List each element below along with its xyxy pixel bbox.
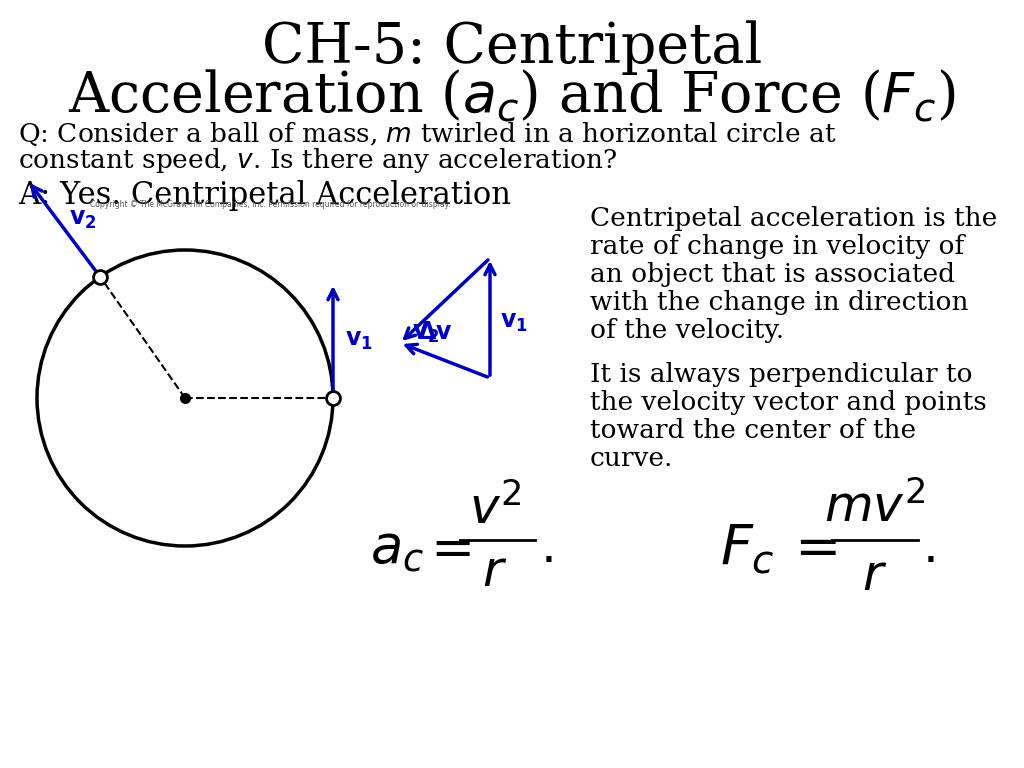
Text: $v^2$: $v^2$: [469, 485, 521, 535]
Text: $=$: $=$: [420, 522, 471, 574]
Text: CH-5: Centripetal: CH-5: Centripetal: [262, 20, 762, 74]
Text: with the change in direction: with the change in direction: [590, 290, 969, 315]
Text: $F_c$: $F_c$: [720, 521, 775, 575]
Text: $.$: $.$: [540, 523, 567, 573]
Text: A: Yes. Centripetal Acceleration: A: Yes. Centripetal Acceleration: [18, 180, 511, 211]
Text: constant speed, $v$. Is there any acceleration?: constant speed, $v$. Is there any accele…: [18, 146, 617, 175]
Text: It is always perpendicular to: It is always perpendicular to: [590, 362, 973, 387]
Text: $\mathbf{v_2}$: $\mathbf{v_2}$: [69, 208, 96, 231]
Text: Copyright © The McGraw-Hill Companies, Inc. Permission required for reproduction: Copyright © The McGraw-Hill Companies, I…: [90, 200, 451, 209]
Text: $a_c$: $a_c$: [370, 522, 424, 574]
Text: Centripetal acceleration is the: Centripetal acceleration is the: [590, 206, 997, 231]
Text: $r$: $r$: [862, 551, 888, 601]
Text: $.$: $.$: [922, 523, 949, 573]
Text: $\mathbf{\Delta v}$: $\mathbf{\Delta v}$: [417, 321, 453, 344]
Text: $\mathbf{v_2}$: $\mathbf{v_2}$: [413, 323, 440, 346]
Text: $\mathbf{v_1}$: $\mathbf{v_1}$: [345, 329, 373, 352]
Text: $r$: $r$: [482, 548, 508, 597]
Text: an object that is associated: an object that is associated: [590, 262, 955, 287]
Text: the velocity vector and points: the velocity vector and points: [590, 390, 987, 415]
Text: Acceleration ($a_c$) and Force ($F_c$): Acceleration ($a_c$) and Force ($F_c$): [68, 68, 956, 124]
Text: $\mathbf{v_1}$: $\mathbf{v_1}$: [500, 312, 528, 335]
Text: toward the center of the: toward the center of the: [590, 418, 916, 443]
Text: $mv^2$: $mv^2$: [824, 483, 926, 533]
Text: rate of change in velocity of: rate of change in velocity of: [590, 234, 965, 259]
Text: of the velocity.: of the velocity.: [590, 318, 784, 343]
Text: Q: Consider a ball of mass, $m$ twirled in a horizontal circle at: Q: Consider a ball of mass, $m$ twirled …: [18, 120, 837, 148]
Text: curve.: curve.: [590, 446, 674, 471]
Text: $=$: $=$: [784, 521, 838, 575]
